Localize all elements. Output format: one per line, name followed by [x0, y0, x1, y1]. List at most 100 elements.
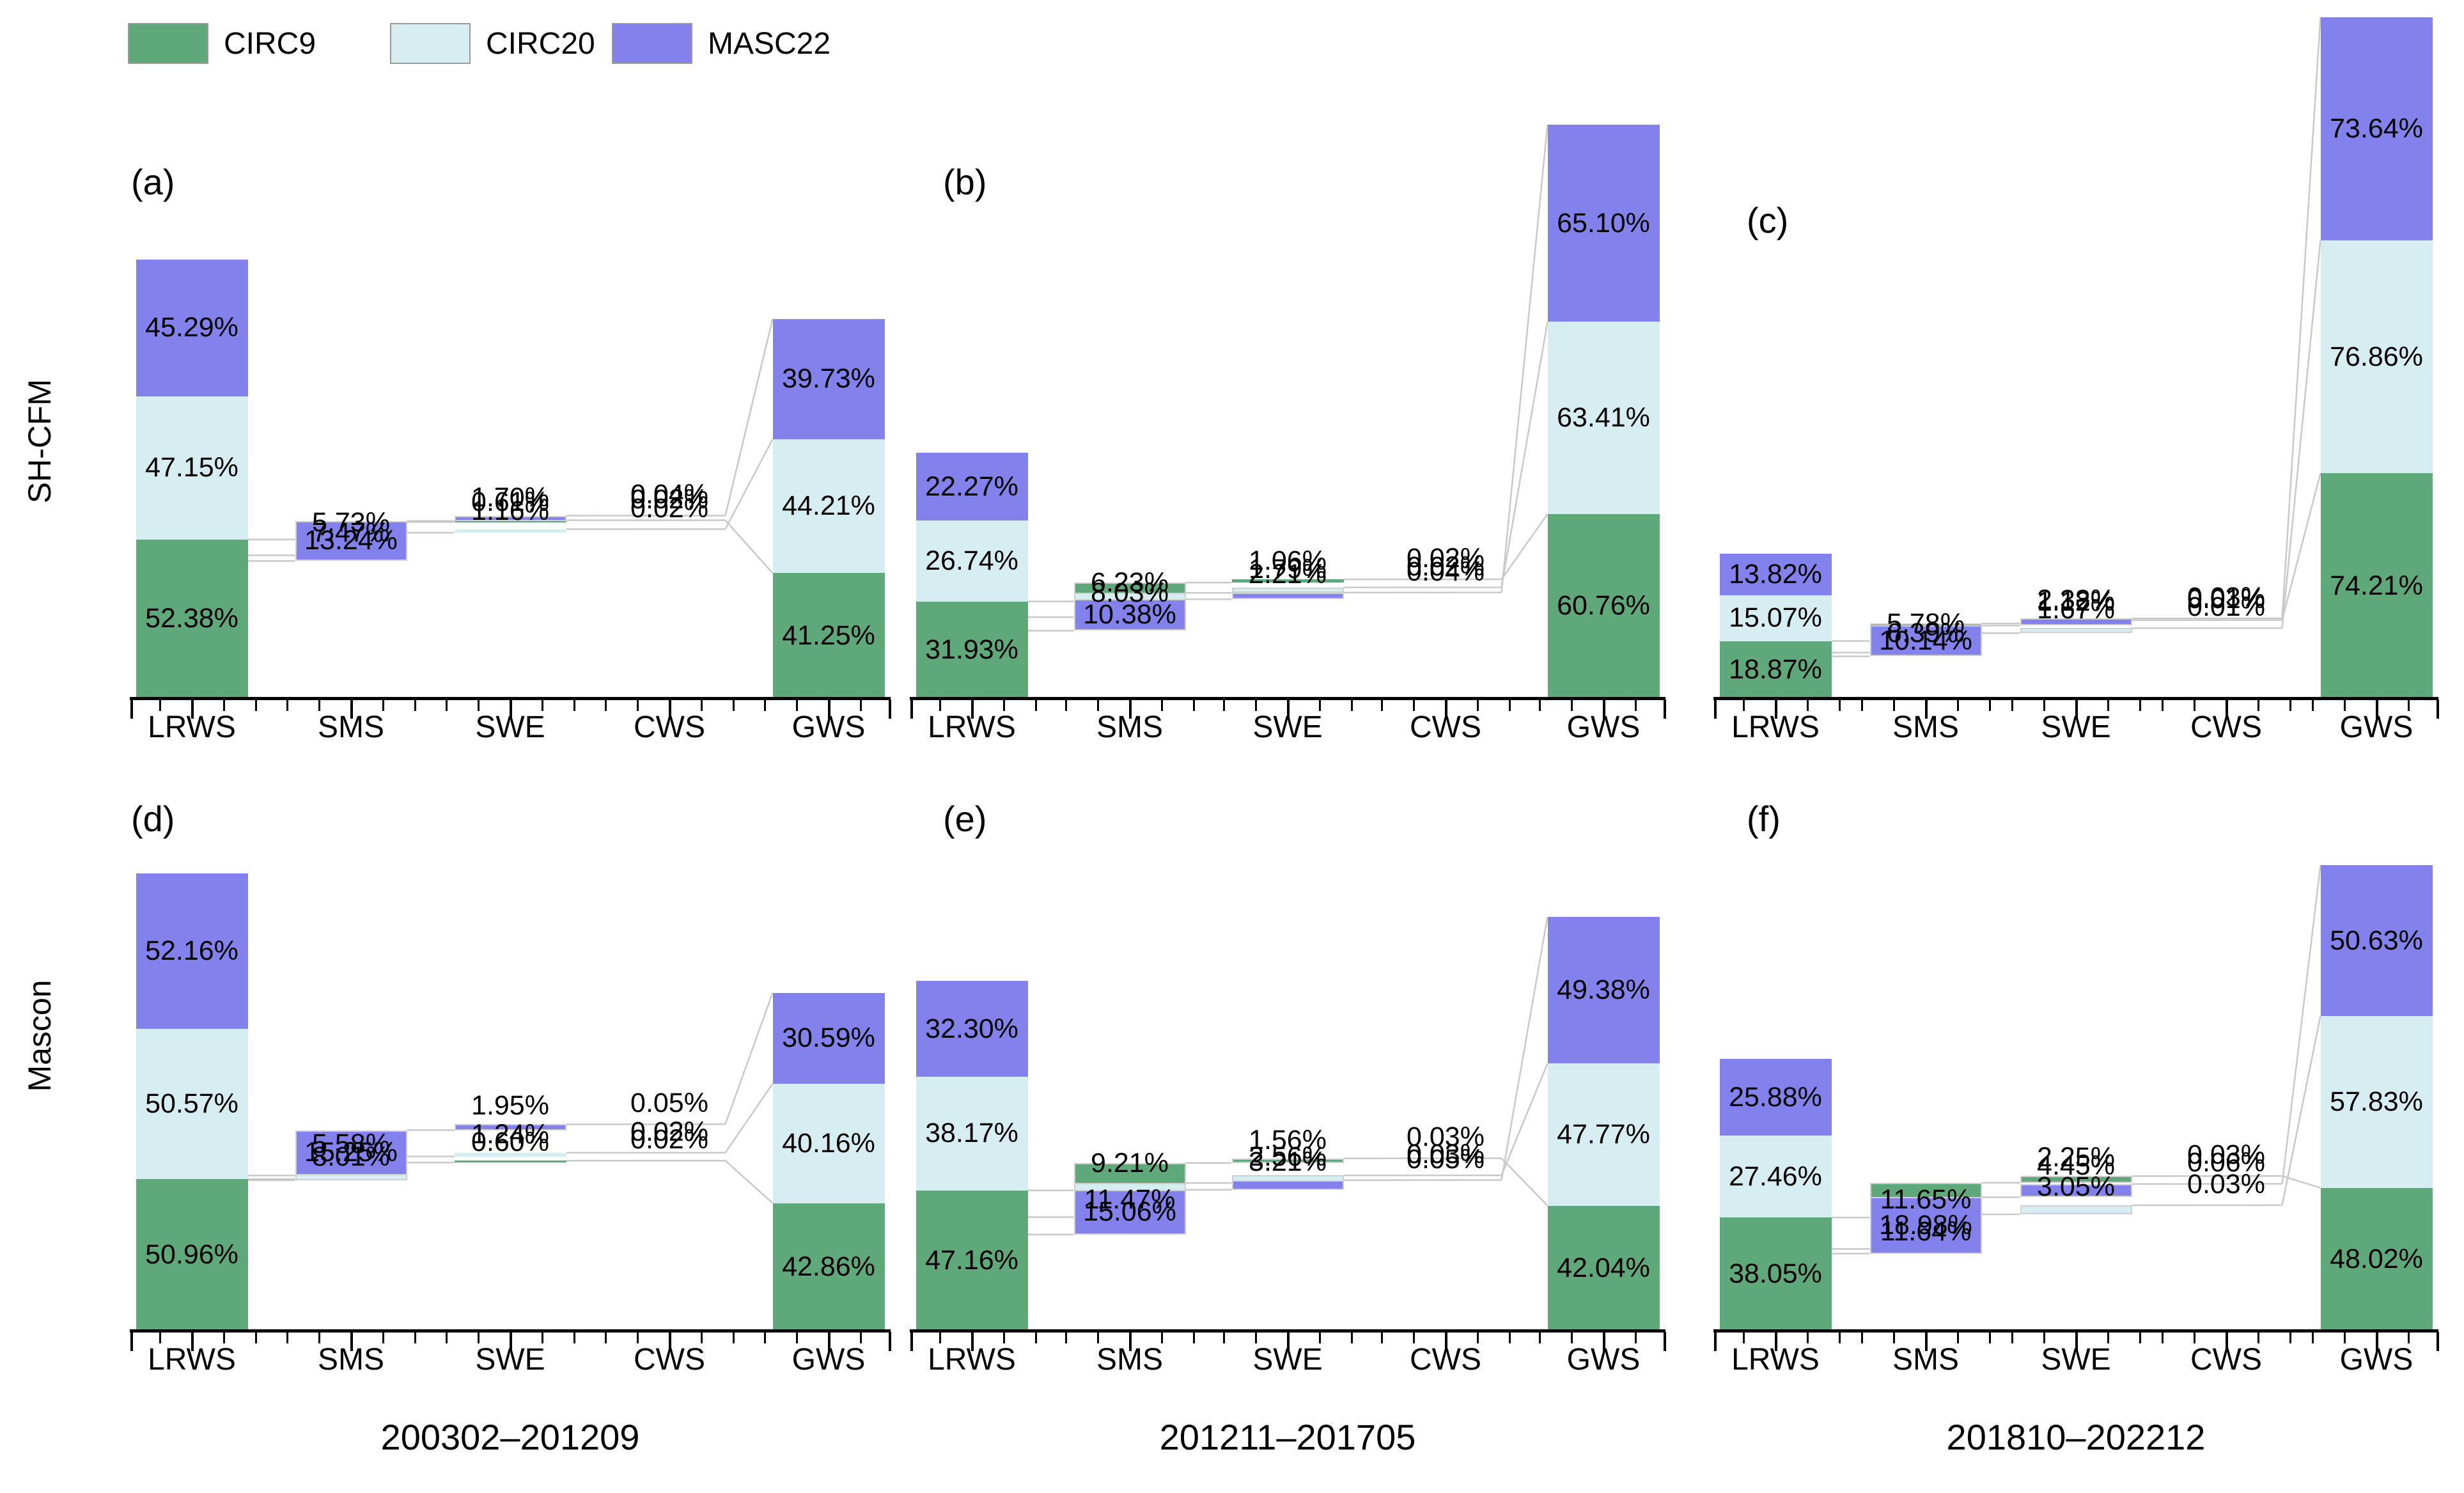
axis-tick — [1128, 700, 1132, 719]
category-label: SWE — [475, 710, 545, 744]
axis-tick — [477, 700, 480, 711]
axis-tick — [2311, 1332, 2314, 1343]
value-label: 10.38% — [1083, 599, 1176, 630]
float-bar — [1231, 579, 1344, 583]
axis-tick — [2375, 700, 2378, 719]
axis-tick — [1064, 700, 1067, 711]
value-label: 2.56% — [1249, 1141, 1327, 1173]
value-label: 0.03% — [1407, 1139, 1485, 1170]
bar-segment — [772, 1203, 885, 1331]
axis-tick — [1034, 1332, 1037, 1343]
category-label: GWS — [2339, 710, 2413, 744]
axis-tick — [1508, 1332, 1511, 1343]
bar-segment — [1547, 124, 1660, 322]
axis-tick — [636, 1332, 639, 1343]
value-label: 49.38% — [1557, 974, 1650, 1006]
value-label: 13.24% — [304, 525, 398, 556]
bar-segment — [136, 1028, 248, 1180]
value-label: 0.02% — [1407, 551, 1485, 582]
bar-segment — [916, 453, 1028, 520]
value-label: 11.65% — [1880, 1184, 1972, 1216]
axis-tick — [159, 1332, 161, 1343]
connector-line — [724, 318, 774, 516]
connector-line — [1501, 513, 1548, 580]
axis-tick — [700, 1332, 703, 1343]
category-label: LRWS — [148, 1343, 236, 1377]
value-label: 10.14% — [1879, 625, 1972, 656]
bar-segment — [2320, 1015, 2433, 1188]
axis-tick — [2043, 700, 2045, 711]
bar-segment — [1547, 1205, 1660, 1331]
axis-tick — [971, 1332, 974, 1351]
axis-tick — [1064, 1332, 1067, 1343]
value-label: 1.16% — [471, 495, 549, 526]
value-label: 0.05% — [630, 1088, 708, 1119]
row-label-sh-cfm: SH-CFM — [22, 379, 58, 504]
category-label: LRWS — [928, 1343, 1016, 1377]
axis-tick — [2257, 1332, 2259, 1343]
axis-tick — [2011, 1332, 2013, 1343]
legend-item-circ20: CIRC20 — [390, 23, 595, 64]
category-label: LRWS — [148, 710, 236, 744]
bar-segment — [2320, 865, 2433, 1016]
bar-segment — [772, 573, 885, 698]
float-bar — [454, 515, 566, 521]
float-bar — [454, 520, 566, 522]
bar-segment — [1719, 595, 1832, 641]
value-label: 3.05% — [2037, 1171, 2115, 1202]
category-label: GWS — [791, 710, 866, 744]
value-label: 30.59% — [782, 1022, 875, 1054]
axis-tick — [1774, 1332, 1777, 1351]
float-bar — [2020, 618, 2132, 626]
axis-tick — [477, 1332, 480, 1343]
category-label: LRWS — [928, 710, 1016, 744]
panel-letter: (e) — [943, 799, 987, 839]
axis-tick — [541, 700, 543, 711]
value-label: 5.58% — [312, 1129, 390, 1160]
period-label-3: 201810–202212 — [1946, 1417, 2206, 1457]
bar-segment — [916, 520, 1028, 602]
legend-item-circ9: CIRC9 — [128, 23, 316, 64]
category-label: GWS — [2339, 1343, 2413, 1377]
panel-letter: (d) — [131, 799, 175, 839]
category-label: SMS — [1892, 1343, 1960, 1377]
axis-tick — [1892, 1332, 1895, 1343]
category-label: SWE — [2041, 1343, 2111, 1377]
axis-tick — [1254, 700, 1257, 711]
panel-letter: (f) — [1747, 799, 1781, 839]
value-label: 8.01% — [312, 1141, 390, 1172]
bar-segment — [1719, 1136, 1832, 1218]
value-label: 0.01% — [2187, 583, 2265, 614]
value-label: 27.46% — [1729, 1161, 1822, 1192]
value-label: 15.25% — [304, 1137, 398, 1168]
value-label: 0.04% — [630, 479, 708, 510]
axis-tick — [573, 700, 575, 711]
category-label: CWS — [634, 710, 705, 744]
x-axis — [910, 697, 1665, 700]
value-label: 15.06% — [1083, 1196, 1176, 1228]
axis-tick — [1380, 1332, 1383, 1343]
axis-tick — [763, 1332, 766, 1343]
value-label: 44.21% — [782, 490, 875, 522]
category-label: GWS — [1566, 710, 1641, 744]
value-label: 0.60% — [471, 1127, 549, 1158]
value-label: 74.21% — [2330, 570, 2423, 601]
axis-tick — [2343, 700, 2346, 711]
axis-tick — [827, 1332, 830, 1351]
value-label: 0.01% — [2187, 591, 2265, 623]
axis-tick — [318, 1332, 320, 1343]
axis-tick — [254, 1332, 257, 1343]
category-label: GWS — [791, 1343, 866, 1377]
axis-tick — [1160, 700, 1163, 711]
axis-tick — [2289, 1332, 2291, 1343]
category-label: CWS — [1410, 710, 1481, 744]
value-label: 47.77% — [1557, 1118, 1650, 1150]
axis-tick — [222, 1332, 225, 1343]
axis-tick — [254, 700, 257, 711]
axis-tick — [1713, 700, 1717, 719]
value-label: 3.21% — [1249, 1146, 1327, 1177]
float-bar — [454, 1161, 566, 1163]
float-bar — [1231, 1158, 1344, 1163]
axis-tick — [1096, 1332, 1099, 1343]
x-axis — [1713, 697, 2438, 700]
